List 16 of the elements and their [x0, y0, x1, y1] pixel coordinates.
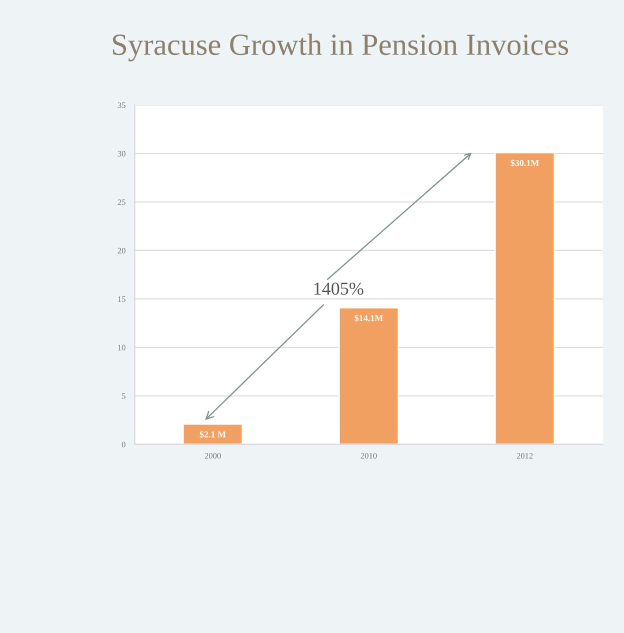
x-tick-label: 2010: [360, 452, 377, 459]
y-tick-label: 5: [122, 393, 126, 399]
data-label: $30.1M: [510, 159, 539, 167]
data-label: $2.1 M: [200, 430, 226, 438]
y-tick-label: 15: [118, 296, 126, 302]
data-label: $14.1M: [354, 314, 383, 322]
y-tick-label: 30: [118, 150, 126, 157]
annotation: 1405%: [314, 282, 364, 295]
y-tick-label: 0: [122, 442, 126, 448]
y-tick-label: 20: [118, 248, 126, 254]
x-tick-label: 2000: [204, 452, 221, 459]
y-tick-label: 10: [118, 344, 126, 350]
chart-title: Syracuse Growth in Pension Invoices: [112, 34, 568, 62]
y-tick-label: 25: [118, 199, 126, 205]
x-tick-label: 2012: [516, 452, 533, 459]
y-tick-label: 35: [118, 102, 126, 108]
